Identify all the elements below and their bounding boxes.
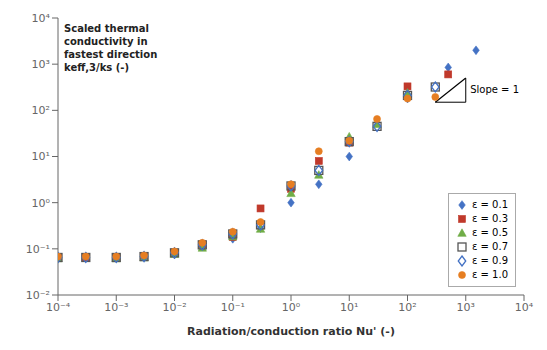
svg-text:10⁻²: 10⁻²: [162, 301, 186, 314]
html-text:ε = 0.1: ε = 0.1: [472, 199, 508, 210]
svg-text:10⁴: 10⁴: [515, 301, 534, 314]
html-text:ε = 0.7: ε = 0.7: [472, 241, 508, 252]
svg-text:10³: 10³: [32, 58, 50, 71]
svg-text:10¹: 10¹: [32, 150, 50, 163]
svg-text:10²: 10²: [398, 301, 416, 314]
svg-text:Radiation/conduction ratio Nu': Radiation/conduction ratio Nu' (-): [187, 325, 395, 338]
svg-text:10⁻¹: 10⁻¹: [221, 301, 245, 314]
svg-text:10³: 10³: [457, 301, 475, 314]
html-text:fastest direction: fastest direction: [64, 49, 158, 60]
html-text:conductivity in: conductivity in: [64, 36, 148, 47]
svg-text:10¹: 10¹: [340, 301, 358, 314]
svg-text:Slope = 1: Slope = 1: [470, 84, 519, 95]
html-text:ε = 0.9: ε = 0.9: [472, 255, 508, 266]
html-text:ε = 0.5: ε = 0.5: [472, 227, 508, 238]
svg-text:10⁰: 10⁰: [282, 301, 301, 314]
svg-text:10²: 10²: [32, 104, 50, 117]
svg-text:10⁻³: 10⁻³: [104, 301, 128, 314]
html-text:ε = 1.0: ε = 1.0: [472, 269, 508, 280]
svg-text:10⁴: 10⁴: [32, 12, 51, 25]
html-text:keff,3/ks (-): keff,3/ks (-): [64, 62, 130, 73]
svg-text:10⁻²: 10⁻²: [26, 289, 50, 302]
html-text:ε = 0.3: ε = 0.3: [472, 213, 508, 224]
svg-text:10⁻¹: 10⁻¹: [26, 243, 50, 256]
svg-text:10⁻⁴: 10⁻⁴: [46, 301, 71, 314]
svg-text:10⁰: 10⁰: [32, 197, 51, 210]
html-text:Scaled thermal: Scaled thermal: [64, 23, 149, 34]
